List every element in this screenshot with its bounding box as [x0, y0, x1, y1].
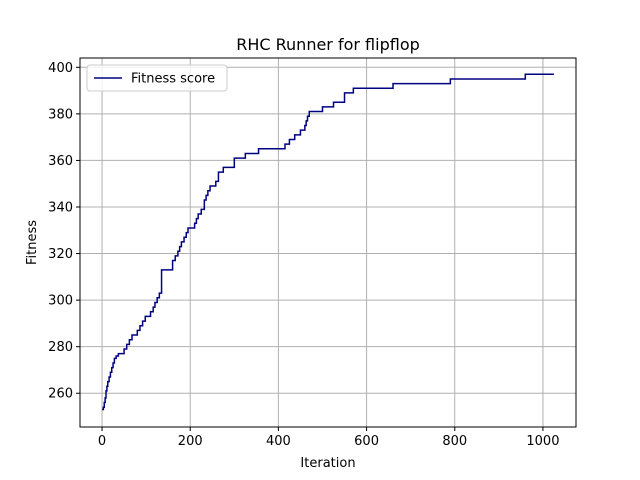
- x-tick-label: 1000: [526, 434, 559, 449]
- y-tick-label: 400: [48, 61, 73, 76]
- y-tick-label: 380: [48, 107, 73, 122]
- y-tick-label: 300: [48, 294, 73, 309]
- y-tick-label: 340: [48, 200, 73, 215]
- x-tick-label: 400: [266, 434, 291, 449]
- y-tick-label: 260: [48, 387, 73, 402]
- x-tick-label: 600: [354, 434, 379, 449]
- x-axis-label: Iteration: [300, 456, 355, 471]
- tick-layer: 0 200 400 600 800 1000 260 280 300 320 340 360 380 40…: [48, 61, 559, 449]
- legend-label-fitness-score: Fitness score: [131, 72, 215, 87]
- y-axis-label: Fitness: [25, 220, 40, 265]
- plot-frame: [79, 57, 577, 428]
- y-tick-label: 280: [48, 340, 73, 355]
- grid-layer: [80, 58, 576, 427]
- x-tick-label: 0: [98, 434, 106, 449]
- legend-box: [86, 64, 228, 92]
- chart-title: RHC Runner for flipflop: [236, 35, 420, 54]
- data-layer: [102, 73, 554, 411]
- y-tick-label: 360: [48, 154, 73, 169]
- x-tick-label: 200: [178, 434, 203, 449]
- y-tick-label: 320: [48, 247, 73, 262]
- fitness-score-line: [102, 73, 554, 411]
- legend: Fitness score: [86, 64, 228, 92]
- x-tick-label: 800: [442, 434, 467, 449]
